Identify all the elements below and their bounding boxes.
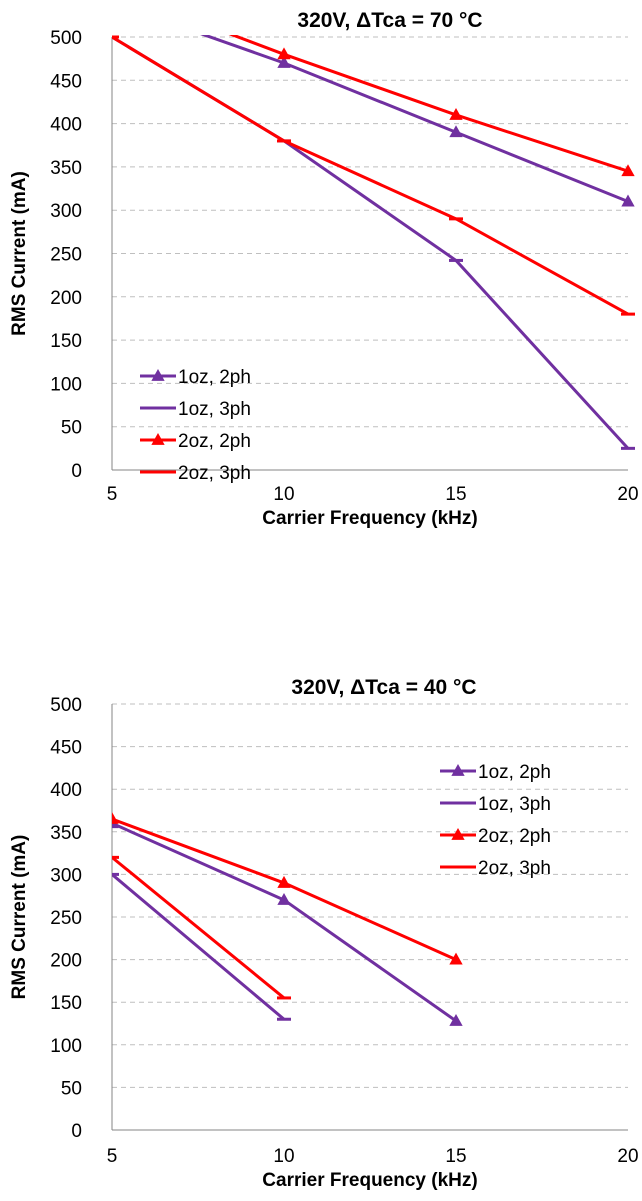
- y-tick-label: 500: [50, 695, 82, 716]
- legend-label: 2oz, 2ph: [178, 431, 251, 452]
- y-tick-label: 250: [50, 245, 82, 266]
- series-line: [200, 35, 629, 203]
- legend-label: 1oz, 3ph: [478, 794, 551, 815]
- legend: 1oz, 2ph 1oz, 3ph 2oz, 2ph 2oz, 3ph: [440, 762, 551, 879]
- x-tick-label: 10: [273, 1146, 294, 1167]
- legend-marker: [451, 828, 465, 840]
- x-tick-label: 15: [445, 484, 466, 505]
- data-point-marker: [277, 875, 291, 888]
- y-tick-label: 350: [50, 158, 82, 179]
- x-tick-label: 15: [445, 1146, 466, 1167]
- data-point-marker: [449, 107, 463, 120]
- y-tick-label: 100: [50, 1036, 82, 1057]
- data-point-marker: [277, 47, 291, 60]
- legend-label: 1oz, 2ph: [478, 762, 551, 783]
- data-point-marker: [105, 0, 118, 7]
- plot-area: [112, 812, 463, 1026]
- data-point-marker: [621, 164, 635, 177]
- legend-label: 2oz, 3ph: [478, 858, 551, 879]
- data-point-marker: [449, 125, 463, 138]
- x-tick-label: 5: [107, 484, 118, 505]
- y-axis-title: RMS Current (mA): [9, 835, 30, 1000]
- y-tick-label: 450: [50, 71, 82, 92]
- data-point-marker: [621, 194, 635, 207]
- y-tick-label: 100: [50, 374, 82, 395]
- chart-title: 320V, ΔTca = 70 °C: [297, 9, 482, 32]
- y-tick-label: 300: [50, 865, 82, 886]
- y-tick-label: 400: [50, 780, 82, 801]
- legend-marker: [151, 369, 165, 381]
- x-tick-label: 5: [107, 1146, 118, 1167]
- y-tick-label: 0: [71, 1121, 82, 1142]
- chart-panel-bottom: 0 50 100 150 200 250 300 350 400 450 500 5 10 15 20 320…: [0, 600, 642, 1200]
- y-tick-label: 400: [50, 115, 82, 136]
- x-axis-title: Carrier Frequency (kHz): [262, 508, 477, 529]
- series-line: [228, 35, 629, 173]
- y-tick-label: 50: [61, 418, 82, 439]
- plot-area: [105, 0, 635, 450]
- chart-panel-top: 0 50 100 150 200 250 300 350 400 450 500 5 10 15 20 320…: [0, 0, 642, 600]
- series-line: [112, 821, 457, 1023]
- legend: 1oz, 2ph 1oz, 3ph 2oz, 2ph 2oz, 3ph: [140, 367, 251, 484]
- chart-svg-top: 0 50 100 150 200 250 300 350 400 450 500 5 10 15 20 320…: [9, 0, 639, 529]
- y-tick-label: 350: [50, 823, 82, 844]
- series-line: [112, 856, 285, 1000]
- x-tick-label: 10: [273, 484, 294, 505]
- y-tick-label: 50: [61, 1078, 82, 1099]
- series-line: [112, 873, 285, 1021]
- legend-label: 2oz, 2ph: [478, 826, 551, 847]
- data-point-marker: [449, 1013, 463, 1026]
- series-line: [112, 35, 629, 316]
- y-tick-label: 150: [50, 331, 82, 352]
- chart-title: 320V, ΔTca = 40 °C: [291, 676, 476, 699]
- data-point-marker: [449, 952, 463, 965]
- legend-label: 1oz, 3ph: [178, 399, 251, 420]
- y-tick-label: 450: [50, 738, 82, 759]
- y-tick-label: 200: [50, 951, 82, 972]
- legend-marker: [451, 764, 465, 776]
- y-tick-label: 500: [50, 28, 82, 49]
- data-point-marker: [112, 812, 119, 824]
- x-axis-title: Carrier Frequency (kHz): [262, 1170, 477, 1191]
- data-point-marker: [277, 892, 291, 905]
- y-tick-label: 200: [50, 288, 82, 309]
- y-tick-label: 0: [71, 461, 82, 482]
- y-axis-title: RMS Current (mA): [9, 171, 30, 336]
- chart-svg-bottom: 0 50 100 150 200 250 300 350 400 450 500 5 10 15 20 320…: [9, 676, 639, 1191]
- legend-label: 2oz, 3ph: [178, 463, 251, 484]
- legend-marker: [151, 433, 165, 445]
- y-tick-label: 300: [50, 201, 82, 222]
- y-tick-label: 250: [50, 908, 82, 929]
- y-tick-label: 150: [50, 993, 82, 1014]
- legend-label: 1oz, 2ph: [178, 367, 251, 388]
- x-tick-label: 20: [617, 484, 638, 505]
- series-line: [112, 817, 457, 961]
- data-point-marker: [277, 55, 291, 68]
- x-tick-label: 20: [617, 1146, 638, 1167]
